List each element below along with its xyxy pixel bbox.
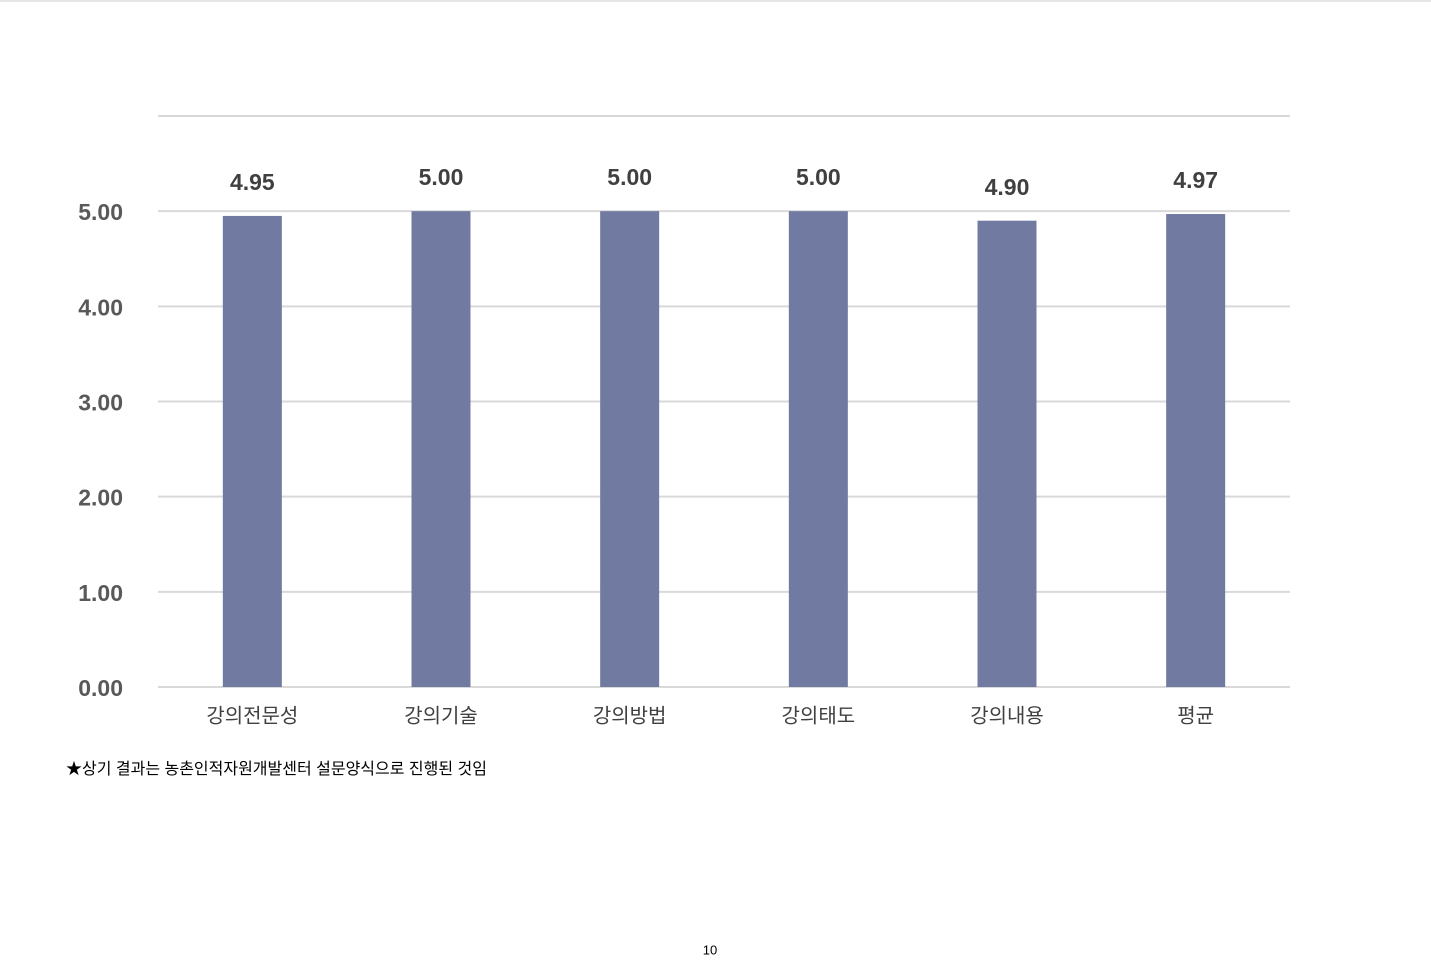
- x-tick-label: 강의방법: [593, 704, 667, 727]
- page-number: 10: [703, 942, 717, 957]
- x-tick-label: 강의전문성: [206, 704, 298, 727]
- footnote: ★상기 결과는 농촌인적자원개발센터 설문양식으로 진행된 것임: [66, 760, 487, 778]
- value-label: 5.00: [607, 164, 652, 190]
- value-label: 5.00: [796, 164, 841, 190]
- value-label: 4.90: [985, 174, 1030, 200]
- x-tick-label: 평균: [1177, 704, 1214, 727]
- bar: [222, 215, 282, 688]
- y-tick-label: 2.00: [78, 485, 123, 511]
- y-tick-label: 3.00: [78, 390, 123, 416]
- bar: [411, 211, 471, 687]
- x-tick-label: 강의기술: [404, 704, 478, 727]
- y-tick-label: 0.00: [78, 675, 123, 701]
- bar: [1166, 214, 1226, 687]
- value-label: 5.00: [419, 164, 464, 190]
- value-label: 4.97: [1173, 167, 1218, 193]
- y-tick-label: 1.00: [78, 580, 123, 606]
- x-tick-label: 강의태도: [782, 704, 856, 727]
- y-tick-label: 5.00: [78, 199, 123, 225]
- bar: [600, 211, 660, 687]
- x-tick-label: 강의내용: [970, 704, 1044, 727]
- y-tick-label: 4.00: [78, 294, 123, 320]
- bar: [977, 220, 1037, 687]
- bar: [788, 211, 848, 687]
- value-label: 4.95: [230, 169, 275, 195]
